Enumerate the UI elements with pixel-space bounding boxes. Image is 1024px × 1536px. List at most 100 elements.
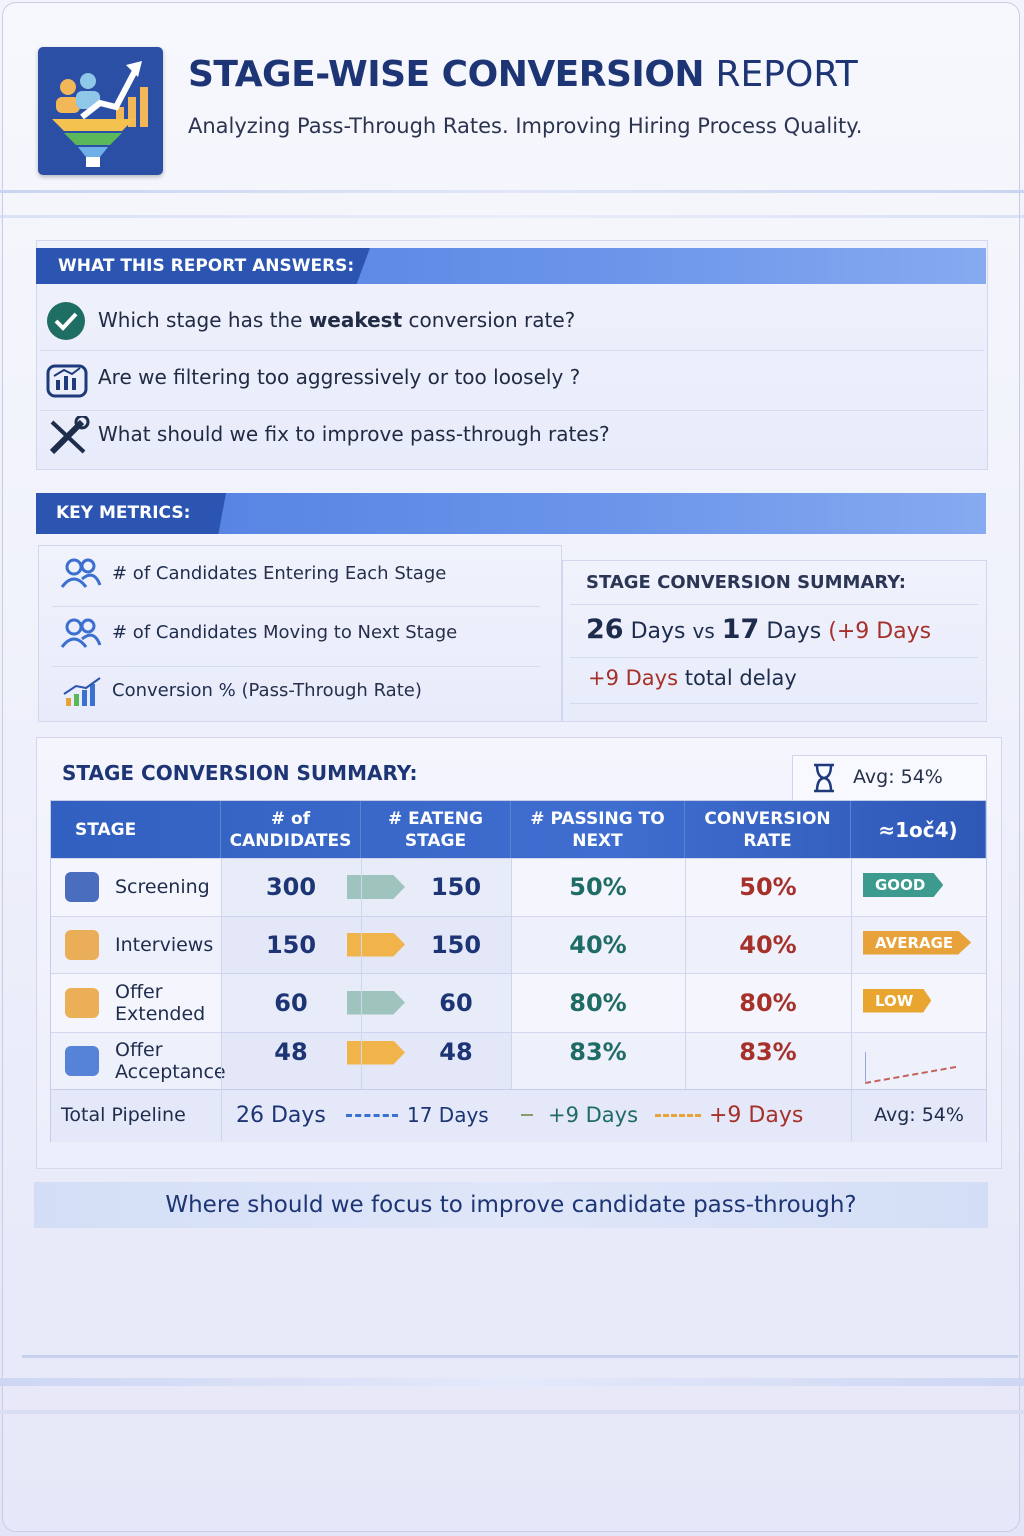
title-bold: STAGE-WISE CONVERSION	[188, 54, 705, 95]
metrics-list-panel	[38, 545, 562, 722]
column-header: # of CANDIDATES	[221, 801, 361, 858]
metric-detail: Moving to Next Stage	[263, 622, 458, 643]
logo-graphic	[52, 61, 148, 167]
separator	[40, 410, 984, 411]
column-header: CONVERSION RATE	[685, 801, 851, 858]
stage-icon	[65, 929, 99, 960]
stage-icon	[65, 987, 99, 1018]
table-row	[51, 916, 986, 974]
separator	[36, 1168, 1000, 1169]
column-divider	[511, 858, 512, 1089]
conversion-rate: 50%	[739, 873, 797, 901]
dash	[521, 1114, 533, 1116]
footer-avg: Avg: 54%	[851, 1089, 986, 1141]
question-emphasis: weakest	[308, 308, 403, 332]
candidates: 60	[274, 988, 308, 1017]
table-header-row	[51, 801, 986, 858]
avg-badge-text: Avg: 54%	[853, 766, 943, 788]
footer-to: 17 Days	[407, 1103, 489, 1127]
question-item: What should we fix to improve pass-throu…	[98, 422, 610, 446]
conversion-rate: 80%	[739, 988, 797, 1017]
divider	[0, 190, 1024, 193]
footer-row	[51, 1089, 986, 1142]
footer-delta: +9 Days	[548, 1103, 639, 1127]
dash	[655, 1114, 701, 1117]
versus: vs	[692, 619, 715, 643]
passing: 40%	[569, 930, 627, 959]
conversion-rate: 83%	[739, 1038, 797, 1066]
metrics-heading: KEY METRICS:	[36, 493, 226, 534]
metric-name: # of Candidates	[112, 563, 258, 584]
report-subtitle: Analyzing Pass-Through Rates. Improving …	[188, 114, 863, 138]
metric-detail: Entering Each Stage	[263, 563, 447, 584]
entering: 150	[430, 930, 482, 959]
metric-item: # of Candidates Moving to Next Stage	[112, 622, 457, 643]
entering: 48	[439, 1038, 473, 1066]
column-header: # EATENG STAGE	[361, 801, 511, 858]
table-row	[51, 973, 986, 1033]
delta: (+9 Days	[828, 619, 932, 644]
title-light: REPORT	[715, 54, 858, 95]
column-header: STAGE	[51, 801, 221, 858]
tools-icon	[49, 416, 90, 455]
separator	[570, 703, 978, 704]
growth-icon	[63, 677, 101, 706]
question-text: Which stage has the	[98, 308, 303, 332]
question-item: Which stage has the weakest conversion r…	[98, 308, 575, 332]
status-badge: GOOD	[863, 873, 944, 897]
column-divider	[851, 858, 852, 1089]
divider	[0, 1410, 1024, 1414]
question-text: conversion rate?	[408, 308, 576, 332]
metric-name: Conversion %	[112, 680, 236, 701]
divider	[0, 215, 1024, 218]
candidates: 300	[265, 873, 317, 901]
divider	[0, 1378, 1024, 1386]
table-row	[51, 1032, 986, 1090]
focus-question: Where should we focus to improve candida…	[34, 1182, 988, 1228]
unit: Days	[630, 619, 686, 644]
separator	[570, 657, 978, 658]
metric-detail: (Pass-Through Rate)	[241, 680, 422, 701]
report-title: STAGE-WISE CONVERSION REPORT	[188, 54, 858, 95]
passing: 83%	[569, 1038, 627, 1066]
stage-name: Interviews	[115, 933, 214, 956]
arrow	[347, 932, 405, 957]
column-divider	[361, 858, 362, 1089]
days-after: 17	[721, 614, 760, 645]
unit: Days	[766, 619, 822, 644]
footer-delta: +9 Days	[709, 1102, 804, 1128]
stage-icon	[65, 1045, 99, 1076]
candidates: 48	[274, 1038, 308, 1066]
questions-heading: WHAT THIS REPORT ANSWERS:	[36, 248, 370, 284]
entering: 150	[430, 873, 482, 901]
people-icon	[60, 558, 102, 588]
avg-badge: Avg: 54%	[792, 755, 987, 801]
conversion-table: STAGE # of CANDIDATES # EATENG STAGE # PASS…	[50, 800, 987, 1142]
divider	[22, 1355, 1018, 1358]
column-header: ≈1oč4)	[851, 801, 986, 858]
table-title: STAGE CONVERSION SUMMARY:	[62, 761, 418, 785]
arrow	[347, 875, 405, 899]
report-logo	[38, 47, 163, 175]
summary-line: +9 Days total delay	[588, 666, 797, 690]
summary-line: 26 Days vs 17 Days (+9 Days	[586, 614, 931, 645]
arrow	[347, 1040, 405, 1065]
footer-label: Total Pipeline	[61, 1104, 186, 1126]
separator	[570, 604, 978, 605]
column-header: # PASSING TO NEXT	[511, 801, 685, 858]
dash	[346, 1114, 398, 1117]
separator	[52, 606, 540, 607]
delay-text: total delay	[684, 666, 797, 690]
column-divider	[221, 1089, 222, 1141]
table-row	[51, 858, 986, 917]
stage-icon	[65, 872, 99, 902]
stage-name: Screening	[115, 876, 210, 898]
column-divider	[685, 858, 686, 1089]
separator	[40, 350, 984, 351]
hourglass-icon	[814, 763, 834, 793]
people-icon	[60, 618, 102, 648]
separator	[52, 666, 540, 667]
footer-from: 26 Days	[236, 1102, 326, 1128]
passing: 80%	[569, 988, 627, 1017]
